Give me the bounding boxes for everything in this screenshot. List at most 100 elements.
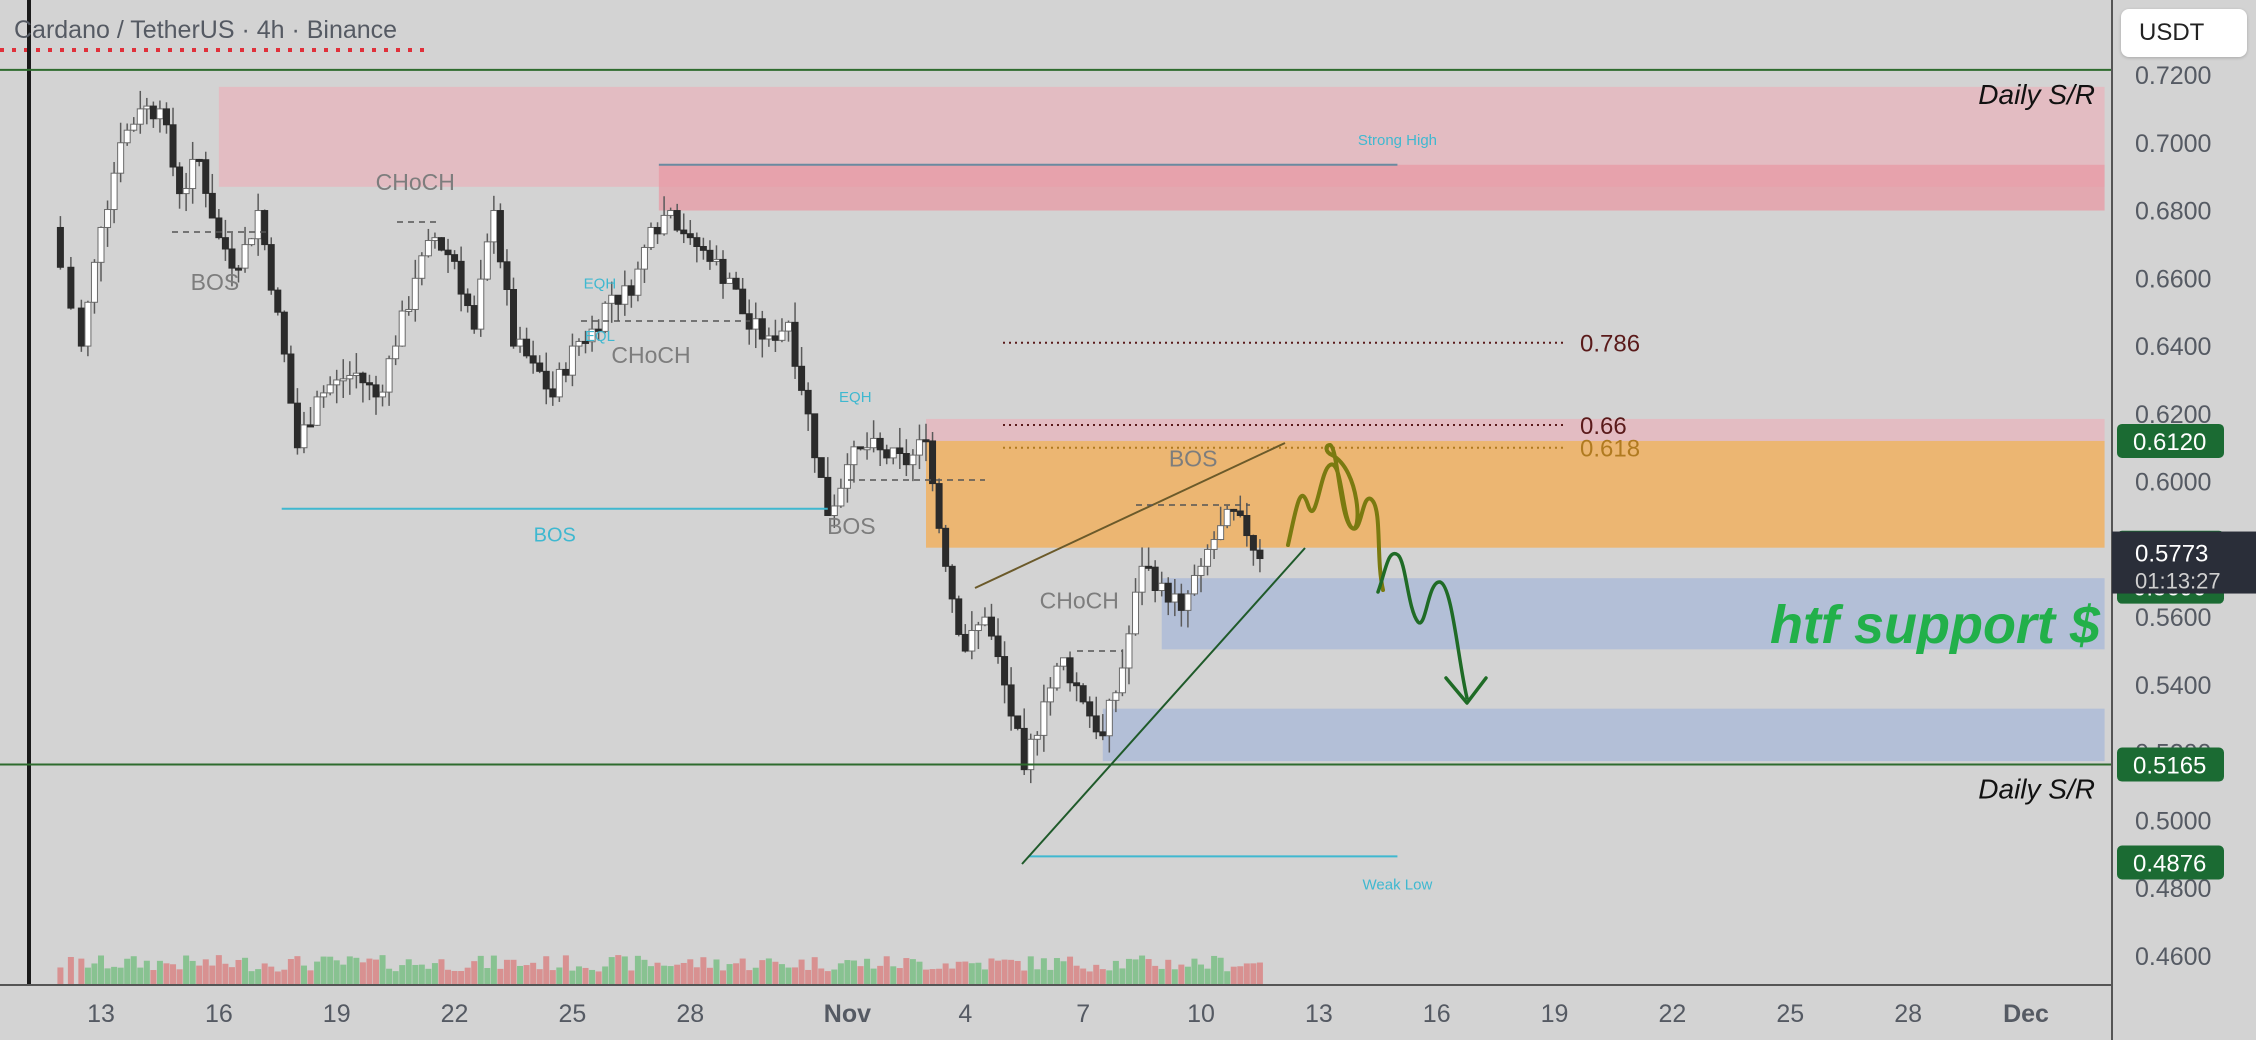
candle-body xyxy=(568,345,576,376)
candle-body xyxy=(1236,510,1244,517)
structure-label-weak-low: Weak Low xyxy=(1363,876,1433,893)
x-tick-label: 19 xyxy=(323,1000,351,1028)
volume-bar xyxy=(196,965,203,985)
structure-annotation-eqh: EQH xyxy=(584,275,617,292)
volume-bar xyxy=(726,964,733,985)
volume-bar xyxy=(1014,960,1021,985)
candle-body xyxy=(1138,565,1146,593)
volume-bar xyxy=(530,962,537,985)
volume-bar xyxy=(608,957,615,985)
candle-body xyxy=(575,340,583,347)
candle-body xyxy=(274,289,282,313)
volume-bar xyxy=(1230,966,1237,985)
candle-body xyxy=(582,340,590,344)
volume-bar xyxy=(209,965,216,985)
candle-body xyxy=(752,318,760,330)
candle-body xyxy=(424,240,432,257)
y-tick-label: 0.4800 xyxy=(2135,875,2211,903)
volume-bar xyxy=(1021,970,1028,985)
volume-bar xyxy=(883,956,890,985)
volume-bar xyxy=(628,970,635,985)
y-tick-label: 0.7200 xyxy=(2135,62,2211,90)
candle-body xyxy=(765,335,773,340)
candle-body xyxy=(830,505,838,517)
candle-body xyxy=(248,238,256,246)
volume-bar xyxy=(156,960,163,985)
price-badge xyxy=(2117,423,2224,458)
candle-body xyxy=(162,108,170,126)
structure-annotation-bos: BOS xyxy=(1169,445,1218,471)
volume-bar xyxy=(1178,964,1185,985)
volume-bar xyxy=(471,961,478,985)
volume-bar xyxy=(864,958,871,985)
candle-body xyxy=(712,258,720,262)
candle-body xyxy=(863,447,871,451)
volume-bar xyxy=(785,967,792,985)
candle-body xyxy=(1171,593,1179,603)
candle-body xyxy=(1118,667,1126,694)
candle-body xyxy=(130,123,138,131)
x-tick-label: 7 xyxy=(1076,1000,1090,1028)
candle-body xyxy=(555,368,563,398)
volume-bar xyxy=(765,958,772,985)
volume-bar xyxy=(1217,957,1224,985)
volume-bar xyxy=(1008,959,1015,985)
volume-bar xyxy=(1145,959,1152,985)
projection-path-olive xyxy=(1286,442,1385,592)
candle-body xyxy=(110,172,118,211)
candle-body xyxy=(372,384,380,398)
currency-selector-button[interactable]: USDT xyxy=(2121,9,2247,57)
candle-body xyxy=(968,630,976,652)
candle-body xyxy=(385,358,393,393)
volume-bar xyxy=(805,969,812,985)
volume-bar xyxy=(353,957,360,985)
candle-body xyxy=(418,255,426,279)
candle-body xyxy=(143,105,151,110)
candle-body xyxy=(791,321,799,367)
candle-body xyxy=(549,388,557,398)
volume-bar xyxy=(1106,970,1113,985)
volume-bar xyxy=(975,962,982,985)
volume-bar xyxy=(1204,968,1211,985)
volume-bar xyxy=(503,959,510,985)
candle-body xyxy=(267,244,275,291)
candle-body xyxy=(1151,566,1159,592)
volume-bar xyxy=(674,964,681,985)
candle-body xyxy=(1210,539,1218,550)
candle-body xyxy=(411,277,419,310)
candle-body xyxy=(1230,508,1238,512)
volume-bar xyxy=(98,955,104,985)
volume-bar xyxy=(621,956,628,985)
volume-bar xyxy=(844,960,851,985)
volume-bar xyxy=(903,958,910,985)
y-tick-label: 0.4600 xyxy=(2135,943,2211,971)
candle-body xyxy=(97,226,105,263)
candle-body xyxy=(523,338,531,357)
candle-body xyxy=(67,266,75,309)
volume-bar xyxy=(274,971,281,985)
volume-bar xyxy=(1027,956,1034,985)
volume-bar xyxy=(772,961,779,985)
currency-label: USDT xyxy=(2139,19,2205,46)
candle-body xyxy=(955,598,963,635)
candle-body xyxy=(1164,582,1172,603)
projection-path-green xyxy=(1376,551,1469,700)
volume-bar xyxy=(268,966,275,985)
candle-body xyxy=(1249,535,1257,551)
volume-bar xyxy=(595,971,602,985)
candle-body xyxy=(313,396,321,426)
candle-body xyxy=(398,310,406,347)
volume-bar xyxy=(497,968,504,985)
volume-bar xyxy=(634,955,641,985)
volume-bar xyxy=(386,968,393,985)
volume-bar xyxy=(693,967,700,985)
price-badge-label: 0.5165 xyxy=(2133,753,2206,780)
structure-annotation-choch: CHoCH xyxy=(1040,588,1119,614)
candle-body xyxy=(136,108,144,125)
candle-body xyxy=(490,210,498,243)
candle-body xyxy=(516,338,524,347)
candle-body xyxy=(896,447,904,455)
volume-bar xyxy=(818,968,825,985)
candle-body xyxy=(1014,715,1022,729)
